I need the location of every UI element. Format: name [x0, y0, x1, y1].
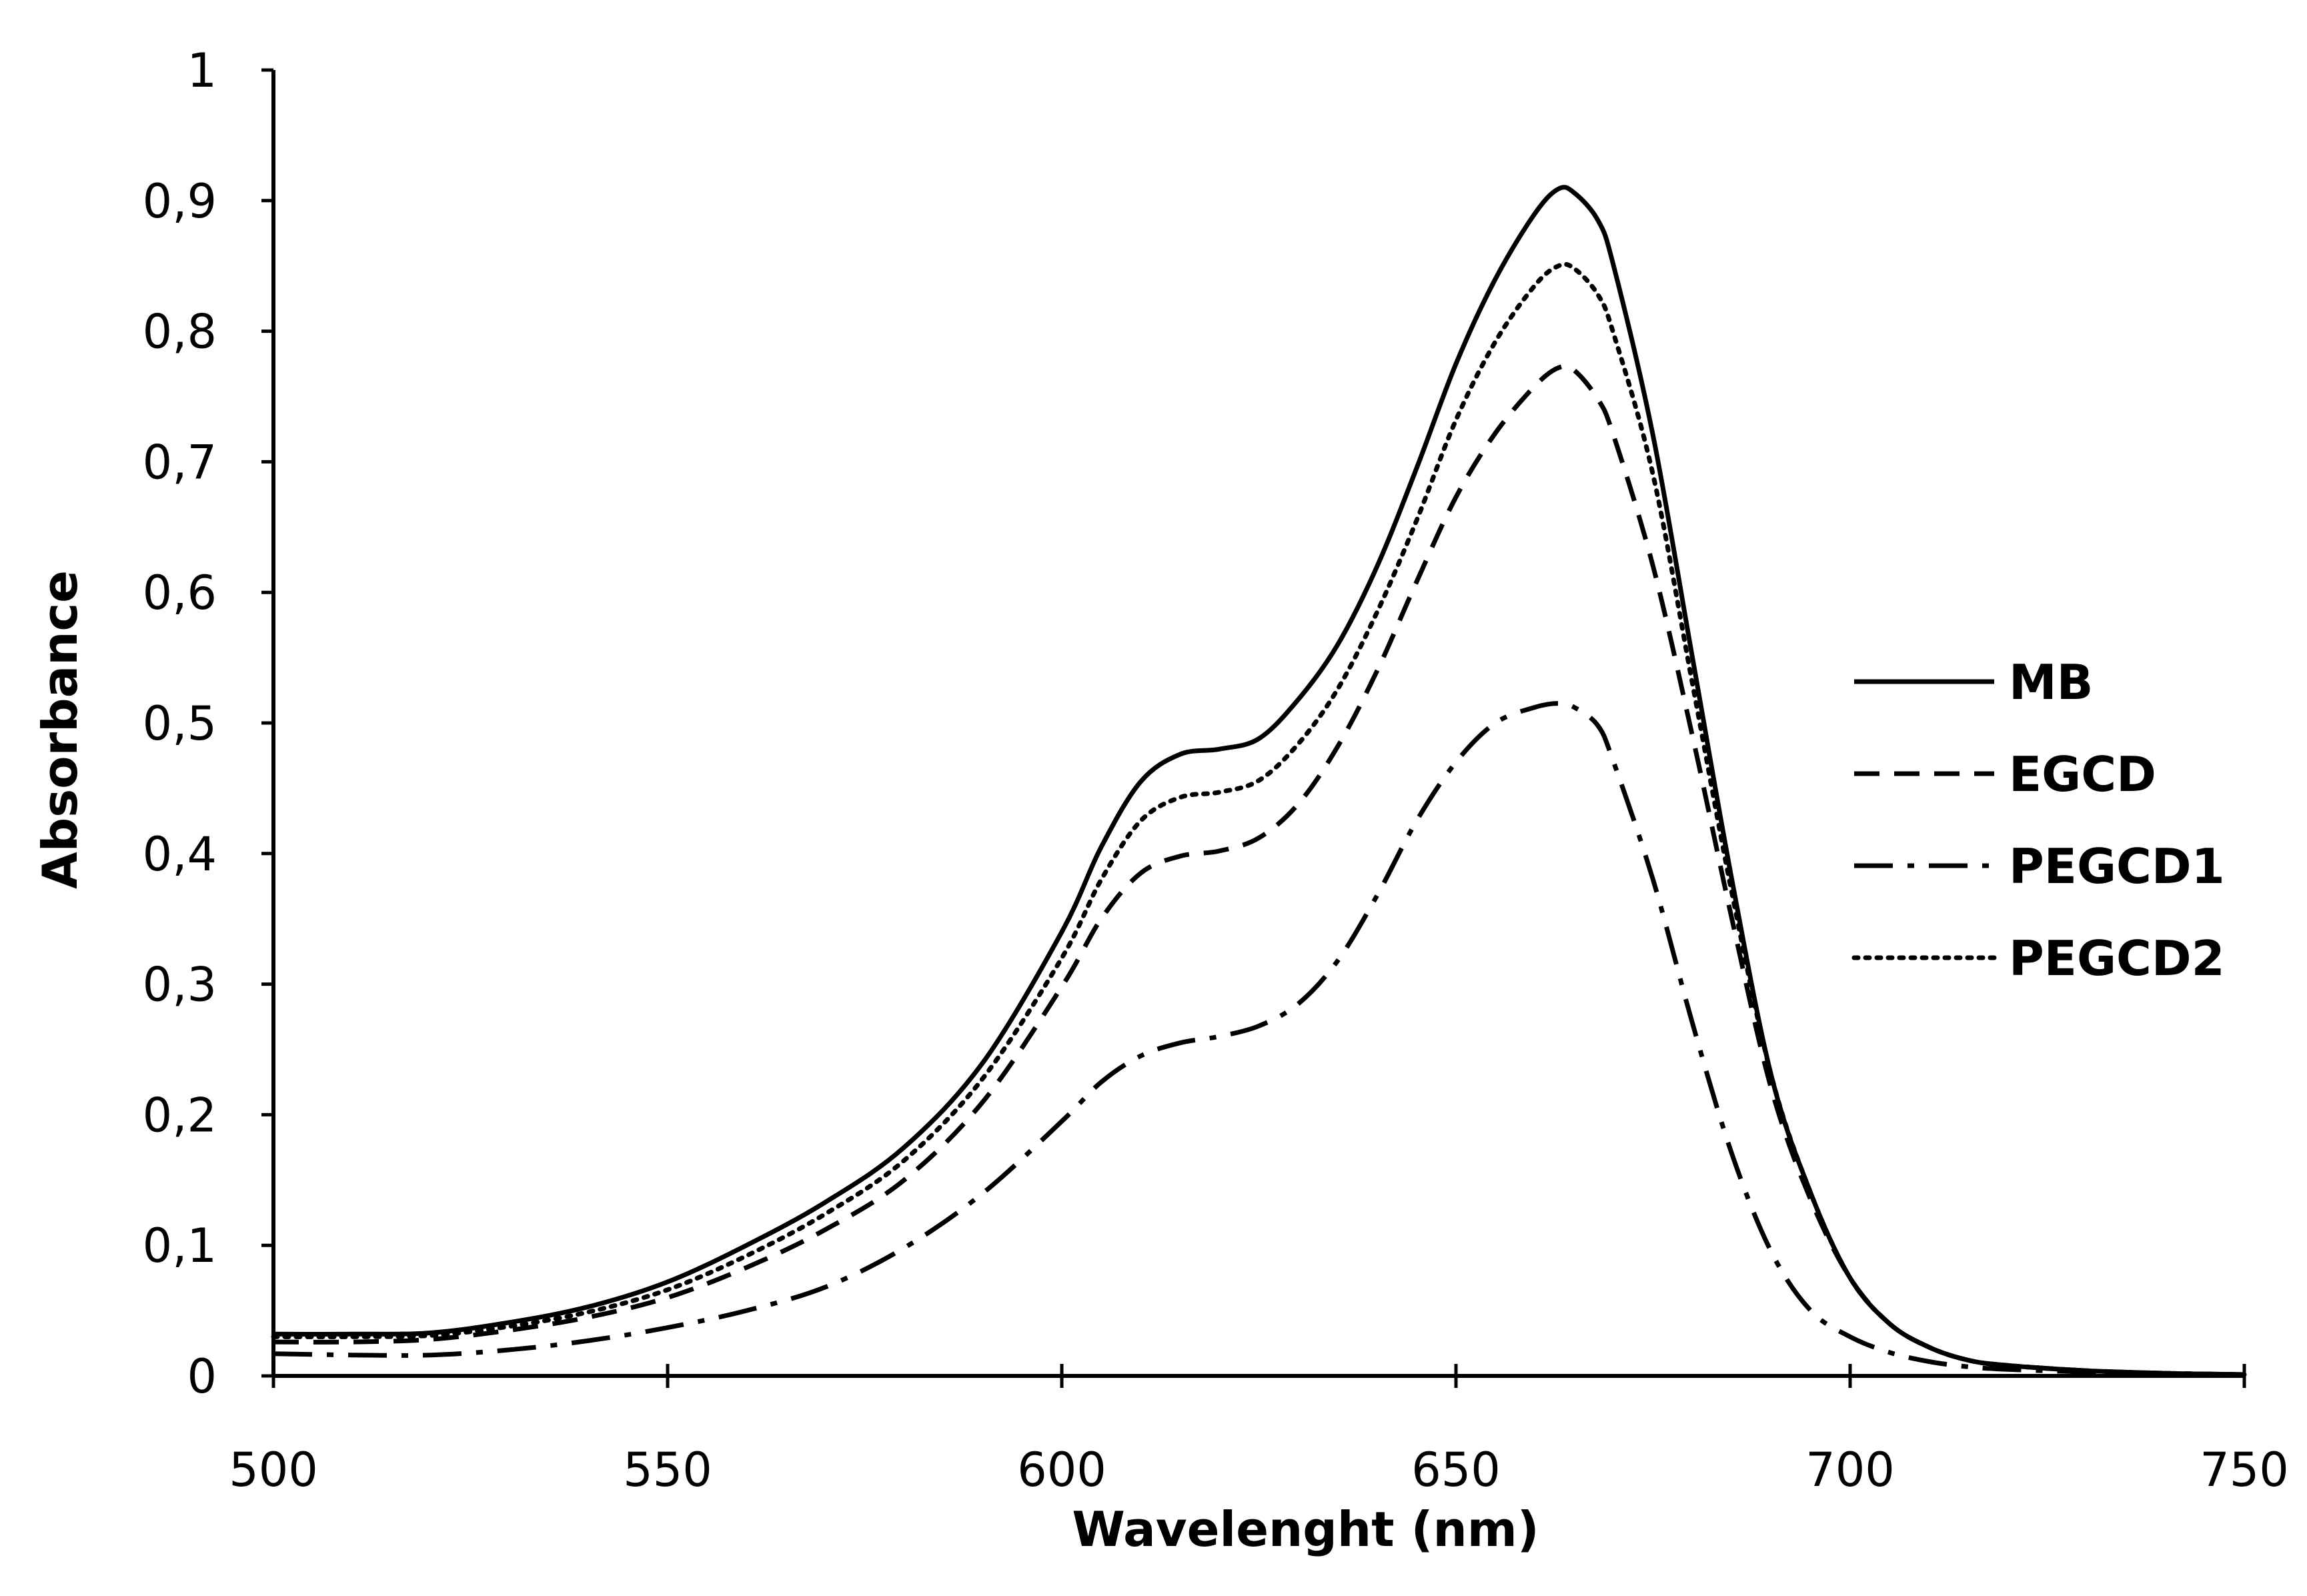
axes-layer: 500 550 600 650 700 750 0 0,1 0,2 0,3 0,4 0,5 0,6 0,…: [143, 43, 2289, 1497]
legend-label-mb: MB: [2009, 654, 2094, 710]
y-tick-label: 1: [187, 43, 217, 98]
y-tick-label: 0: [187, 1349, 217, 1404]
x-tick-label: 700: [1805, 1443, 1895, 1497]
series-layer: [271, 185, 2247, 1377]
legend-label-pegcd2: PEGCD2: [2009, 930, 2225, 986]
y-tick-label: 0,9: [143, 174, 217, 229]
x-ticks: 500 550 600 650 700 750: [229, 1364, 2289, 1497]
y-tick-label: 0,3: [143, 958, 217, 1012]
y-tick-label: 0,8: [143, 305, 217, 359]
y-axis-title: Absorbance: [32, 570, 88, 889]
y-tick-label: 0,4: [143, 827, 217, 882]
legend: MB EGCD PEGCD1 PEGCD2: [1851, 654, 2225, 986]
series-line-pegcd1: [273, 701, 2245, 1377]
series-line-pegcd2: [271, 261, 2247, 1377]
x-tick-label: 600: [1017, 1443, 1106, 1497]
y-tick-label: 0,7: [143, 435, 217, 490]
y-tick-label: 0,5: [143, 696, 217, 751]
y-tick-label: 0,6: [143, 566, 217, 620]
x-tick-label: 550: [623, 1443, 712, 1497]
x-tick-label: 750: [2200, 1443, 2289, 1497]
x-axis-title: Wavelenght (nm): [1072, 1501, 1539, 1557]
y-tick-label: 0,2: [143, 1088, 217, 1142]
x-tick-label: 650: [1411, 1443, 1501, 1497]
series-line-egcd: [273, 363, 2245, 1377]
legend-label-pegcd1: PEGCD1: [2009, 838, 2225, 894]
x-tick-label: 500: [229, 1443, 318, 1497]
y-ticks: 0 0,1 0,2 0,3 0,4 0,5 0,6 0,7 0,8 0,9 1: [143, 43, 273, 1404]
legend-label-egcd: EGCD: [2009, 746, 2156, 802]
y-tick-label: 0,1: [143, 1219, 217, 1273]
